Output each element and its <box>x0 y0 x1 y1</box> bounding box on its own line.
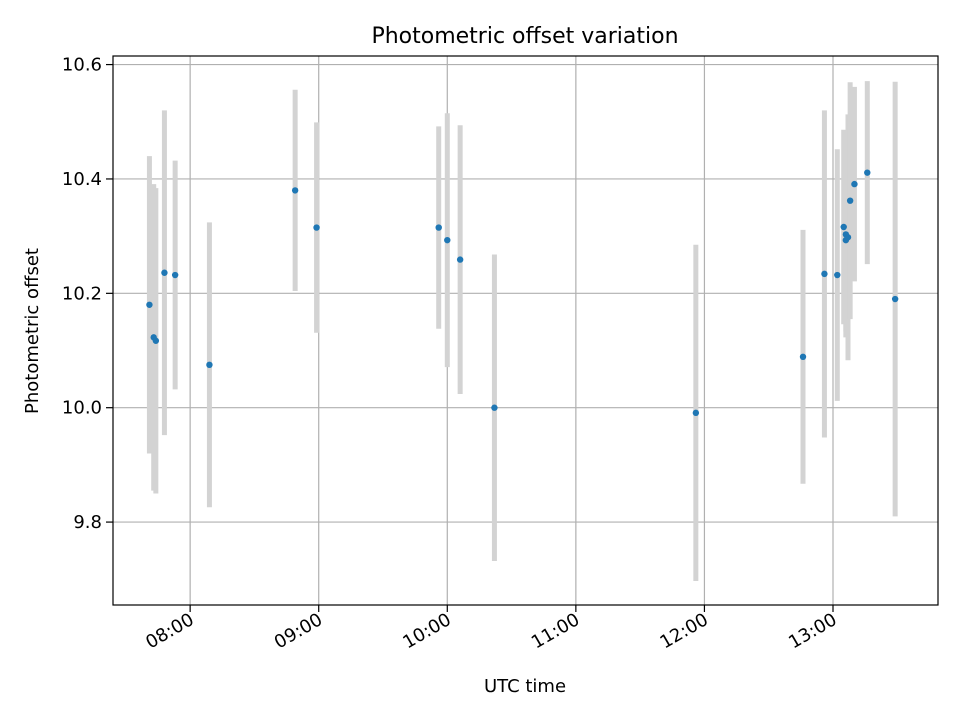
data-point <box>491 404 498 411</box>
data-point <box>864 169 871 176</box>
data-point <box>456 256 464 263</box>
chart-title: Photometric offset variation <box>371 24 678 49</box>
data-point <box>161 269 168 276</box>
data-point <box>152 337 160 344</box>
y-axis-ticks: 9.8 10.0 10.2 10.4 10.6 <box>62 55 113 533</box>
data-point <box>799 353 807 361</box>
data-point <box>891 295 899 303</box>
y-axis-label: Photometric offset <box>22 248 43 414</box>
data-point <box>444 236 451 244</box>
plot-frame <box>112 55 939 606</box>
data-point <box>206 361 213 369</box>
data-point <box>834 271 841 279</box>
data-point <box>840 223 847 231</box>
y-tick-label: 10.6 <box>62 55 102 76</box>
x-axis-label: UTC time <box>484 676 566 697</box>
data-point <box>821 270 828 278</box>
y-tick-label: 9.8 <box>73 512 102 533</box>
y-tick-label: 10.0 <box>62 398 102 419</box>
data-point <box>844 234 852 241</box>
data-point <box>692 409 700 417</box>
data-points <box>146 169 899 417</box>
data-point <box>851 180 858 188</box>
data-point <box>313 224 320 231</box>
data-point <box>146 301 153 308</box>
y-tick-label: 10.2 <box>62 283 102 304</box>
data-point <box>435 224 442 231</box>
data-point <box>291 187 299 194</box>
data-point <box>846 197 854 204</box>
data-point <box>171 271 179 279</box>
y-tick-label: 10.4 <box>62 169 102 190</box>
